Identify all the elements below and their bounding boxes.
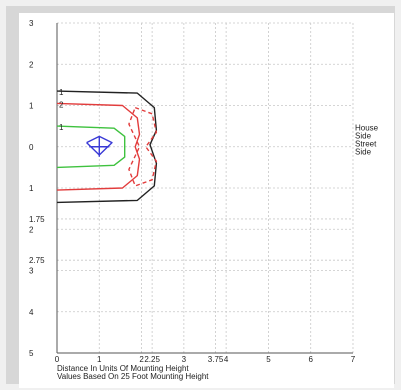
x-tick-label: 3.75 [208,355,224,364]
y-tick-label: 3 [29,19,34,28]
chart-caption: Values Based On 25 Foot Mounting Height [57,372,209,381]
contour-line [86,135,113,156]
side-label: House [355,124,379,133]
y-tick-label: 1.75 [29,215,45,224]
contour-label: 1 [59,88,64,97]
x-tick-label: 2 [139,355,144,364]
y-tick-label: 2 [29,60,34,69]
x-tick-label: 4 [224,355,229,364]
x-axis-label: Distance In Units Of Mounting Height [57,364,189,373]
x-tick-label: 7 [351,355,356,364]
x-tick-label: 6 [308,355,313,364]
x-tick-label: 2.25 [144,355,160,364]
y-tick-label: 1 [29,102,34,111]
y-tick-label: 3 [29,267,34,276]
figure-border: 3 2 1 0 1 1.75 2 2.75 3 4 5 0 1 2 2.25 3 3.75 4 5 6 7 Distanc… [6,6,395,388]
x-tick-label: 0 [55,355,60,364]
x-tick-label: 1 [97,355,102,364]
contour-line [56,90,158,204]
y-tick-label: 2.75 [29,256,45,265]
y-tick-label: 1 [29,184,34,193]
contour-line [128,106,158,187]
contour-label: 1 [59,123,64,132]
x-tick-label: 5 [266,355,271,364]
y-tick-label: 2 [29,225,34,234]
x-tick-label: 3 [182,355,187,364]
isofootcandle-chart: 3 2 1 0 1 1.75 2 2.75 3 4 5 0 1 2 2.25 3 3.75 4 5 6 7 Distanc… [19,13,394,388]
y-tick-label: 4 [29,308,34,317]
contour-line [56,125,126,169]
side-label: Side [355,148,372,157]
contour-label: 2 [59,100,64,109]
y-tick-label: 5 [29,349,34,358]
side-label: Street [355,140,377,149]
y-tick-label: 0 [29,143,34,152]
side-label: Side [355,132,372,141]
contour-line [56,102,141,191]
